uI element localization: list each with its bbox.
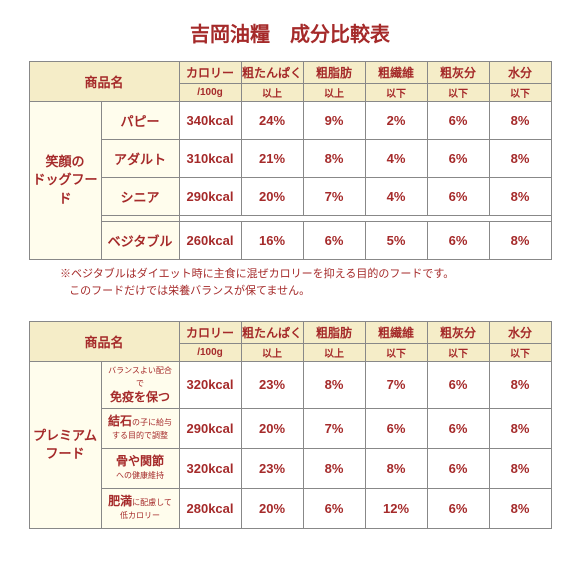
comparison-table-1: 商品名カロリー粗たんぱく粗脂肪粗繊維粗灰分水分/100g以上以上以下以下以下笑顔… — [29, 61, 552, 260]
row-label: バランスよい配合で免疫を保つ — [101, 362, 179, 409]
table-cell: 2% — [365, 102, 427, 140]
header-sub-0: /100g — [179, 344, 241, 362]
table-cell: 6% — [303, 222, 365, 260]
header-col-0: カロリー — [179, 62, 241, 84]
table-cell: 290kcal — [179, 408, 241, 448]
table-cell: 8% — [489, 448, 551, 488]
table-cell: 8% — [489, 222, 551, 260]
table-cell: 5% — [365, 222, 427, 260]
header-col-2: 粗脂肪 — [303, 322, 365, 344]
table-cell: 24% — [241, 102, 303, 140]
header-col-4: 粗灰分 — [427, 322, 489, 344]
table-cell: 20% — [241, 408, 303, 448]
category-label: 笑顔のドッグフード — [29, 102, 101, 260]
row-label: 肥満に配慮して低カロリー — [101, 488, 179, 528]
header-col-5: 水分 — [489, 322, 551, 344]
header-sub-3: 以下 — [365, 84, 427, 102]
header-col-1: 粗たんぱく — [241, 322, 303, 344]
header-col-5: 水分 — [489, 62, 551, 84]
header-sub-0: /100g — [179, 84, 241, 102]
table-cell: 16% — [241, 222, 303, 260]
footnote: ※ベジタブルはダイエット時に主食に混ぜカロリーを抑える目的のフードです。 このフ… — [60, 266, 580, 299]
header-sub-5: 以下 — [489, 84, 551, 102]
table-cell: 8% — [489, 408, 551, 448]
header-sub-2: 以上 — [303, 84, 365, 102]
header-col-3: 粗繊維 — [365, 322, 427, 344]
header-sub-2: 以上 — [303, 344, 365, 362]
table-cell: 6% — [427, 362, 489, 409]
table-cell: 23% — [241, 448, 303, 488]
table-cell: 9% — [303, 102, 365, 140]
table-cell: 21% — [241, 140, 303, 178]
row-label: パピー — [101, 102, 179, 140]
table-cell: 7% — [365, 362, 427, 409]
table-cell: 8% — [489, 140, 551, 178]
header-sub-3: 以下 — [365, 344, 427, 362]
header-sub-1: 以上 — [241, 84, 303, 102]
row-label: ベジタブル — [101, 222, 179, 260]
table-cell: 7% — [303, 178, 365, 216]
header-col-4: 粗灰分 — [427, 62, 489, 84]
table-cell: 6% — [427, 102, 489, 140]
row-label: シニア — [101, 178, 179, 216]
table-cell: 12% — [365, 488, 427, 528]
table-cell: 8% — [365, 448, 427, 488]
table-cell: 4% — [365, 140, 427, 178]
table-cell: 6% — [427, 448, 489, 488]
row-label: アダルト — [101, 140, 179, 178]
table-cell: 320kcal — [179, 362, 241, 409]
table-cell: 8% — [489, 488, 551, 528]
table-cell: 8% — [489, 362, 551, 409]
table-cell: 340kcal — [179, 102, 241, 140]
header-product-name: 商品名 — [29, 62, 179, 102]
table-cell: 6% — [427, 222, 489, 260]
table-cell: 8% — [489, 178, 551, 216]
header-col-3: 粗繊維 — [365, 62, 427, 84]
table-cell: 6% — [427, 140, 489, 178]
table-cell: 20% — [241, 178, 303, 216]
table-cell: 8% — [303, 448, 365, 488]
row-label: 骨や関節への健康維持 — [101, 448, 179, 488]
header-col-0: カロリー — [179, 322, 241, 344]
table-cell: 7% — [303, 408, 365, 448]
header-sub-5: 以下 — [489, 344, 551, 362]
header-sub-4: 以下 — [427, 344, 489, 362]
table-cell: 260kcal — [179, 222, 241, 260]
comparison-table-2: 商品名カロリー粗たんぱく粗脂肪粗繊維粗灰分水分/100g以上以上以下以下以下プレ… — [29, 321, 552, 529]
table-cell: 320kcal — [179, 448, 241, 488]
table-cell: 6% — [365, 408, 427, 448]
page-title: 吉岡油糧 成分比較表 — [0, 0, 580, 61]
table-cell: 6% — [427, 488, 489, 528]
table-cell: 6% — [427, 178, 489, 216]
category-label: プレミアムフード — [29, 362, 101, 529]
header-sub-4: 以下 — [427, 84, 489, 102]
table-cell: 290kcal — [179, 178, 241, 216]
row-label: 結石の子に給与する目的で調整 — [101, 408, 179, 448]
table-cell: 4% — [365, 178, 427, 216]
header-product-name: 商品名 — [29, 322, 179, 362]
table-cell: 310kcal — [179, 140, 241, 178]
header-sub-1: 以上 — [241, 344, 303, 362]
table-cell: 280kcal — [179, 488, 241, 528]
table-cell: 6% — [303, 488, 365, 528]
table-cell: 8% — [303, 362, 365, 409]
header-col-1: 粗たんぱく — [241, 62, 303, 84]
table-cell: 20% — [241, 488, 303, 528]
table-cell: 8% — [489, 102, 551, 140]
table-cell: 6% — [427, 408, 489, 448]
header-col-2: 粗脂肪 — [303, 62, 365, 84]
table-cell: 23% — [241, 362, 303, 409]
table-cell: 8% — [303, 140, 365, 178]
